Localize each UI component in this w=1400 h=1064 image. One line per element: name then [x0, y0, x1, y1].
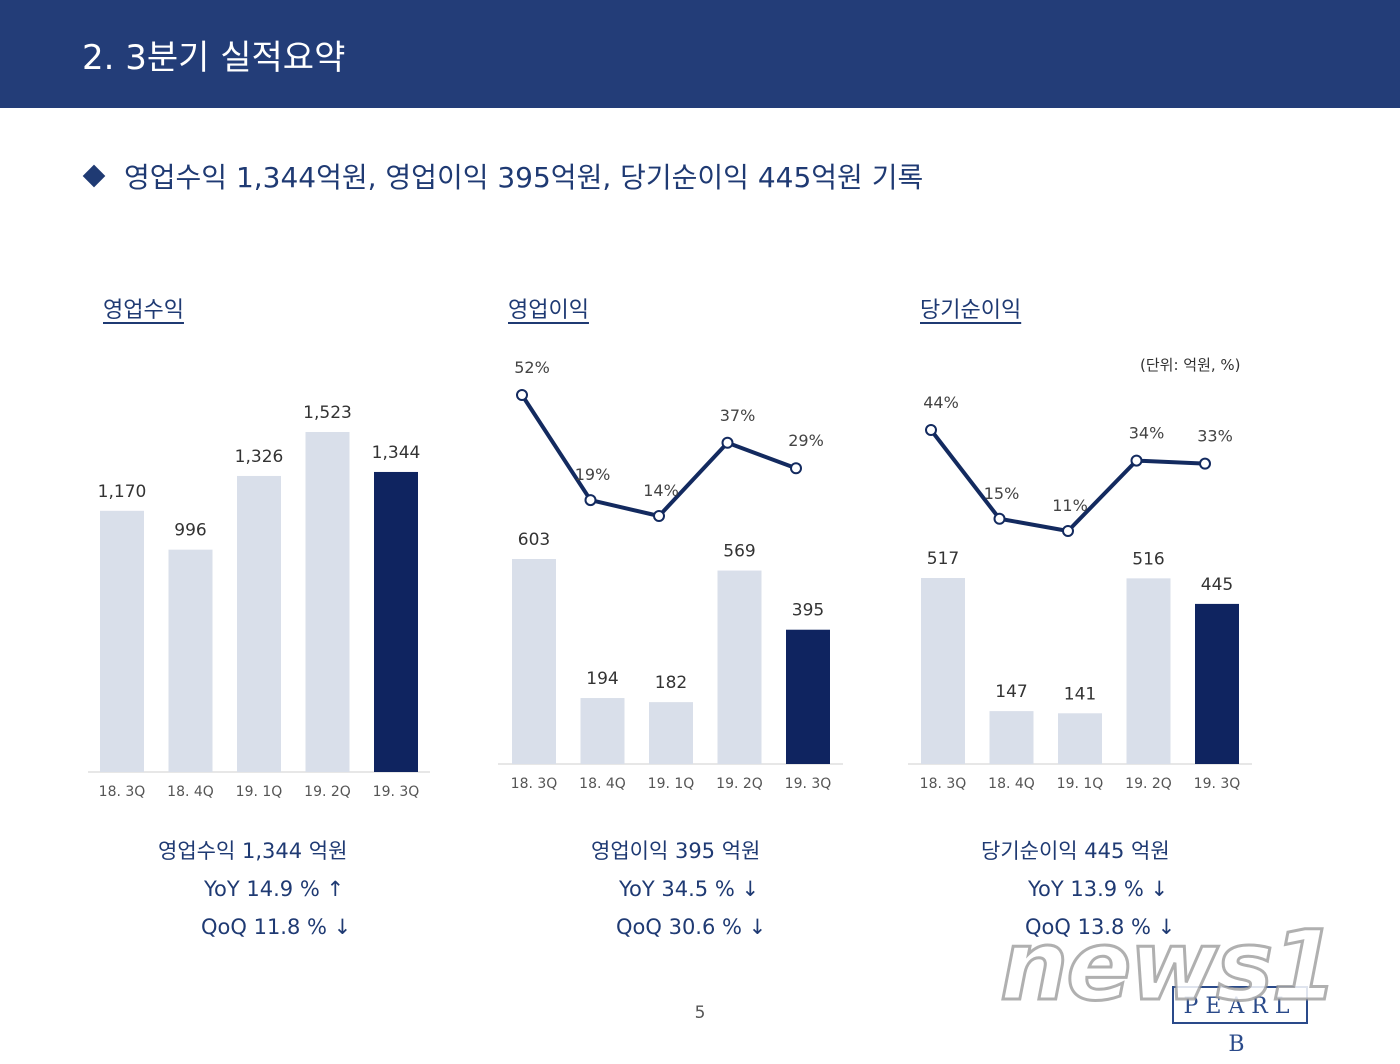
summary-qoq: QoQ 13.8 % ↓ [1025, 915, 1176, 939]
unit-note: (단위: 억원, %) [1140, 356, 1241, 374]
bar-value-label: 182 [655, 673, 687, 693]
bar-value-label: 1,170 [98, 482, 147, 502]
margin-label: 15% [984, 484, 1020, 503]
chart-title-net-income: 당기순이익 [920, 298, 1022, 323]
bar-value-label: 603 [518, 530, 550, 550]
category-tick-label: 19. 3Q [1194, 776, 1241, 792]
summary-title: 당기순이익 445 억원 [981, 839, 1170, 863]
margin-point [653, 510, 665, 522]
bar [649, 702, 693, 764]
margin-label: 29% [788, 431, 824, 450]
category-tick-label: 18. 3Q [511, 776, 558, 792]
headline-text: 영업수익 1,344억원, 영업이익 395억원, 당기순이익 445억원 기록 [124, 161, 924, 194]
category-tick-label: 19. 1Q [648, 776, 695, 792]
summary-yoy: YoY 34.5 % ↓ [619, 877, 760, 901]
margin-point [925, 424, 937, 436]
bar [305, 432, 350, 772]
bar [237, 475, 281, 772]
summary-revenue: 영업수익 1,344 억원 YoY 14.9 % ↑ QoQ 11.8 % ↓ [158, 832, 351, 946]
margin-label: 11% [1052, 496, 1088, 515]
bar-value-label: 147 [995, 682, 1027, 702]
header-bar: 2. 3분기 실적요약 [0, 0, 1400, 108]
margin-line [929, 428, 1206, 533]
margin-point [1199, 457, 1211, 470]
summary-net-income: 당기순이익 445 억원 YoY 13.9 % ↓ QoQ 13.8 % ↓ [981, 832, 1175, 946]
margin-label: 34% [1129, 424, 1165, 443]
summary-operating-profit: 영업이익 395 억원 YoY 34.5 % ↓ QoQ 30.6 % ↓ [591, 832, 766, 946]
summary-qoq: QoQ 30.6 % ↓ [616, 915, 767, 939]
category-tick-label: 18. 3Q [99, 784, 146, 800]
margin-point [790, 462, 802, 475]
category-tick-label: 19. 2Q [1125, 776, 1172, 792]
category-tick-label: 18. 3Q [920, 776, 967, 792]
category-tick-label: 19. 1Q [236, 784, 283, 800]
category-tick-label: 19. 1Q [1057, 776, 1104, 792]
bar [580, 698, 625, 764]
news-watermark: news1 [998, 909, 1339, 1024]
bar-value-label: 445 [1201, 575, 1233, 595]
summary-yoy: YoY 13.9 % ↓ [1028, 877, 1169, 901]
margin-label: 33% [1197, 427, 1233, 446]
bar-value-label: 996 [174, 521, 206, 541]
margin-label: 52% [514, 358, 550, 377]
page-number: 5 [694, 1003, 706, 1023]
company-logo: PEARL B [1172, 986, 1308, 1057]
margin-point [1130, 454, 1143, 467]
bar-value-label: 194 [586, 669, 618, 689]
margin-point [721, 436, 734, 449]
category-tick-label: 19. 3Q [373, 784, 420, 800]
headline: 영업수익 1,344억원, 영업이익 395억원, 당기순이익 445억원 기록 [82, 156, 923, 196]
bar [168, 549, 213, 772]
bar [512, 559, 556, 764]
margin-label: 14% [643, 481, 679, 500]
bar-value-label: 1,344 [372, 443, 421, 463]
category-tick-label: 18. 4Q [988, 776, 1035, 792]
bar-value-label: 516 [1132, 549, 1164, 569]
margin-point [584, 494, 597, 507]
bar [374, 471, 418, 772]
bar [921, 578, 965, 764]
margin-point [993, 512, 1006, 525]
margin-point [516, 389, 528, 401]
category-tick-label: 19. 2Q [716, 776, 763, 792]
category-tick-label: 18. 4Q [167, 784, 214, 800]
summary-title: 영업이익 395 억원 [591, 839, 761, 863]
bar-value-label: 517 [927, 549, 959, 569]
bar-value-label: 569 [723, 542, 755, 562]
summary-yoy: YoY 14.9 % ↑ [204, 877, 345, 901]
bar [717, 570, 762, 764]
margin-label: 37% [720, 406, 756, 425]
bar-value-label: 395 [792, 601, 824, 621]
page-title: 2. 3분기 실적요약 [82, 38, 346, 78]
margin-label: 44% [923, 393, 959, 412]
bar [786, 629, 830, 764]
margin-point [1062, 525, 1074, 537]
margin-label: 19% [575, 465, 611, 484]
bar [989, 711, 1034, 764]
bar [100, 510, 144, 772]
summary-title: 영업수익 1,344 억원 [158, 839, 348, 863]
bar [1126, 578, 1171, 764]
category-tick-label: 19. 2Q [304, 784, 351, 800]
chart-title-revenue: 영업수익 [103, 298, 184, 323]
chart-title-operating-profit: 영업이익 [508, 298, 589, 323]
bar-value-label: 1,523 [303, 403, 352, 423]
category-tick-label: 19. 3Q [785, 776, 832, 792]
bar [1195, 603, 1239, 764]
summary-qoq: QoQ 11.8 % ↓ [201, 915, 352, 939]
bar-value-label: 1,326 [235, 447, 284, 467]
bar [1058, 713, 1102, 764]
category-tick-label: 18. 4Q [579, 776, 626, 792]
bar-value-label: 141 [1064, 684, 1096, 704]
